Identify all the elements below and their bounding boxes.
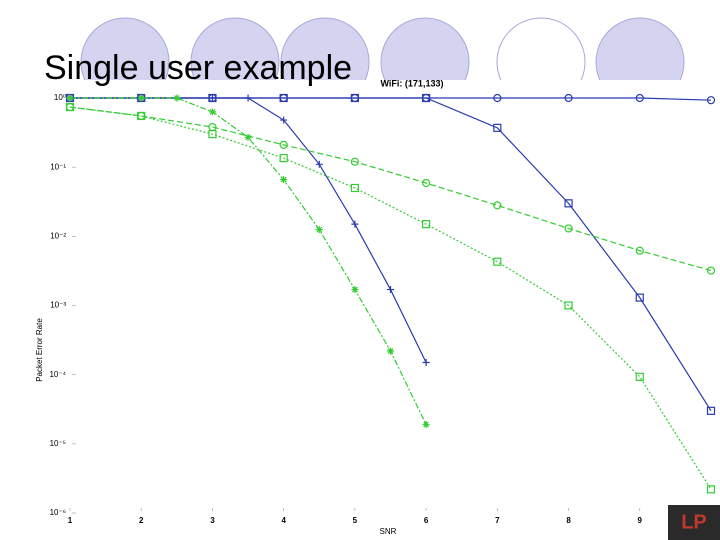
slide-title: Single user example <box>44 49 352 87</box>
y-tick-label: 10⁻¹ <box>50 162 66 171</box>
chart-title: WiFi: (171,133) <box>381 78 444 88</box>
marker <box>279 154 288 163</box>
x-tick-label: 9 <box>638 516 643 525</box>
marker <box>635 93 644 103</box>
marker <box>493 257 502 266</box>
marker <box>315 160 323 168</box>
svg-text:LP: LP <box>681 511 707 533</box>
marker <box>635 246 644 255</box>
marker <box>173 94 181 102</box>
marker <box>65 102 75 112</box>
marker <box>279 140 288 149</box>
y-tick-label: 10⁻⁶ <box>50 508 66 517</box>
marker <box>350 183 359 193</box>
x-tick-label: 8 <box>566 516 571 525</box>
marker <box>351 220 359 228</box>
x-tick-label: 6 <box>424 516 429 525</box>
marker <box>208 108 216 116</box>
marker <box>351 286 359 294</box>
marker <box>244 94 252 102</box>
marker <box>137 111 146 121</box>
marker <box>280 176 288 184</box>
marker <box>422 358 430 366</box>
marker <box>422 220 431 229</box>
marker <box>279 93 288 103</box>
marker <box>422 421 430 429</box>
series-line <box>70 97 427 425</box>
marker <box>422 93 431 103</box>
y-tick-label: 10⁰ <box>54 93 66 102</box>
marker <box>564 93 573 103</box>
marker <box>493 123 502 132</box>
y-tick-label: 10⁻³ <box>50 301 66 310</box>
x-tick-label: 1 <box>68 516 73 525</box>
marker <box>422 178 431 188</box>
marker <box>387 286 394 294</box>
x-tick-label: 3 <box>210 516 215 525</box>
marker <box>493 201 502 210</box>
marker <box>564 199 573 208</box>
marker <box>387 347 394 355</box>
y-tick-label: 10⁻⁵ <box>50 439 66 448</box>
y-tick-label: 10⁻² <box>50 231 66 240</box>
x-tick-label: 7 <box>495 516 500 525</box>
logo: LP <box>668 505 720 540</box>
marker <box>350 157 359 166</box>
x-tick-label: 2 <box>139 516 144 525</box>
marker <box>208 94 216 102</box>
marker <box>315 226 323 234</box>
marker <box>493 93 502 103</box>
marker <box>350 93 359 103</box>
marker <box>635 293 644 302</box>
y-tick-label: 10⁻⁴ <box>49 370 66 379</box>
marker <box>706 406 716 415</box>
x-axis-label: SNR <box>380 527 397 536</box>
marker <box>137 94 145 102</box>
marker <box>706 266 716 275</box>
marker <box>66 94 74 102</box>
series-line <box>69 106 712 272</box>
marker <box>564 224 573 233</box>
marker <box>706 485 716 494</box>
marker <box>635 372 644 381</box>
marker <box>564 301 573 310</box>
x-tick-label: 4 <box>281 516 286 525</box>
marker <box>208 130 217 139</box>
y-axis-label: Packet Error Rate <box>35 318 44 382</box>
x-tick-label: 5 <box>353 516 358 525</box>
marker <box>706 96 716 105</box>
marker <box>244 133 252 141</box>
plot-background <box>0 80 720 540</box>
series-line <box>69 106 712 490</box>
marker <box>280 116 288 124</box>
